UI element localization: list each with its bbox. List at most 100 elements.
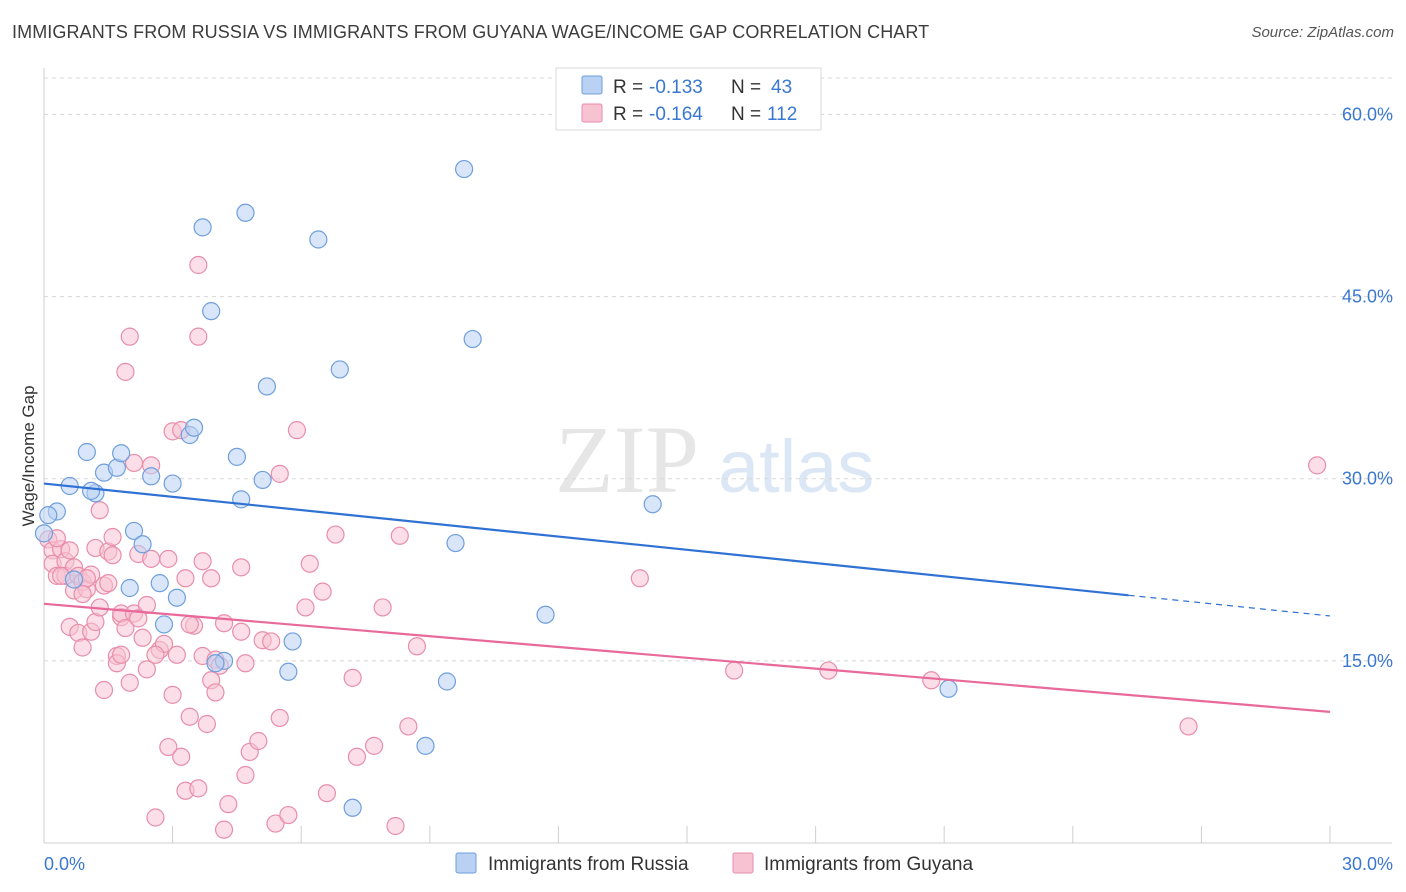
guyana-point-81 (313, 582, 332, 601)
russia-point-10 (124, 521, 144, 541)
guyana-point-82 (317, 784, 337, 803)
guyana-point-53 (189, 255, 208, 275)
russia-point-16 (167, 588, 186, 607)
guyana-point-88 (386, 816, 405, 836)
guyana-point-105 (129, 609, 148, 628)
russia-point-42 (206, 654, 225, 673)
russia-point-11 (133, 535, 152, 554)
guyana-point-74 (266, 814, 285, 833)
guyana-point-91 (407, 637, 427, 656)
guyana-point-71 (249, 731, 268, 751)
guyana-point-79 (296, 598, 315, 617)
russia-point-26 (257, 377, 277, 396)
russia-point-3 (64, 570, 84, 589)
guyana-point-24 (103, 527, 122, 547)
russia-point-30 (330, 360, 349, 379)
guyana-point-61 (206, 683, 225, 702)
guyana-point-90 (399, 717, 418, 736)
russia-point-29 (309, 230, 328, 249)
guyana-point-108 (146, 645, 165, 664)
legend-guyana-n-value: 112 (767, 104, 797, 125)
guyana-point-104 (99, 574, 118, 593)
guyana-point-95 (202, 569, 221, 588)
guyana-point-75 (270, 708, 289, 728)
russia-point-41 (82, 481, 101, 500)
guyana-point-43 (159, 737, 178, 757)
russia-point-24 (236, 203, 255, 222)
russia-point-12 (142, 467, 161, 486)
russia-trend-extension (1128, 594, 1331, 617)
watermark-zip: ZIP (555, 406, 699, 513)
bottom-legend-russia-label: Immigrants from Russia (488, 854, 689, 875)
guyana-point-80 (300, 554, 319, 573)
russia-point-25 (253, 470, 272, 490)
guyana-point-93 (120, 327, 139, 346)
legend-russia-r-value: -0.133 (649, 77, 703, 98)
guyana-point-13 (73, 638, 92, 657)
bottom-legend-russia-swatch (455, 852, 477, 874)
guyana-point-58 (197, 714, 216, 734)
series-legend: Immigrants from Russia Immigrants from G… (455, 852, 973, 875)
chart-title: IMMIGRANTS FROM RUSSIA VS IMMIGRANTS FRO… (12, 22, 930, 42)
x-tick-label-max: 30.0% (1342, 854, 1393, 874)
russia-trend-line (43, 482, 1129, 597)
russia-point-19 (193, 218, 212, 237)
guyana-point-97 (725, 661, 744, 680)
russia-point-38 (643, 495, 662, 514)
axis-labels: 15.0% 30.0% 45.0% 60.0% 0.0% 30.0% Wage/Income… (19, 104, 1393, 874)
guyana-point-94 (159, 549, 178, 568)
guyana-point-92 (116, 362, 135, 381)
guyana-point-89 (390, 526, 409, 545)
guyana-point-35 (133, 628, 152, 647)
guyana-point-68 (236, 654, 255, 673)
x-tick-label-min: 0.0% (44, 854, 85, 874)
russia-point-35 (454, 159, 474, 179)
guyana-point-40 (146, 808, 165, 827)
guyana-point-87 (373, 598, 392, 617)
legend-russia-n-value: 43 (771, 77, 792, 98)
russia-points (34, 159, 958, 817)
guyana-point-19 (90, 501, 109, 520)
russia-point-31 (343, 798, 362, 817)
guyana-point-111 (73, 584, 92, 604)
axes (43, 68, 1392, 844)
russia-point-15 (163, 474, 182, 493)
guyana-point-109 (180, 615, 199, 634)
guyana-point-86 (364, 736, 384, 755)
watermark-atlas: atlas (718, 425, 874, 508)
guyana-point-76 (270, 464, 289, 483)
russia-point-39 (939, 679, 958, 698)
legend-russia-swatch (581, 75, 603, 95)
y-tick-label-3: 60.0% (1342, 104, 1393, 124)
guyana-point-78 (287, 421, 307, 440)
russia-point-20 (202, 302, 221, 321)
bottom-legend-guyana-swatch (732, 852, 754, 874)
guyana-point-55 (189, 779, 208, 798)
russia-point-8 (112, 444, 131, 463)
guyana-point-100 (1179, 717, 1198, 736)
russia-point-33 (437, 672, 457, 691)
guyana-points (39, 255, 1327, 839)
guyana-point-36 (137, 660, 156, 679)
guyana-point-51 (180, 707, 199, 726)
guyana-point-110 (112, 645, 131, 664)
guyana-point-64 (214, 820, 234, 839)
stats-legend: R = -0.133 N = 43 R = -0.164 N = 112 (555, 67, 822, 131)
guyana-point-84 (343, 668, 362, 687)
russia-point-0 (34, 524, 54, 543)
russia-point-32 (416, 736, 435, 755)
guyana-point-30 (116, 618, 135, 638)
guyana-point-65 (219, 795, 238, 814)
russia-point-13 (150, 574, 169, 593)
bottom-legend-guyana-label: Immigrants from Guyana (764, 854, 973, 875)
guyana-point-69 (236, 765, 255, 785)
guyana-point-63 (214, 614, 234, 633)
source-label: Source: ZipAtlas.com (1251, 24, 1394, 41)
guyana-point-25 (103, 546, 122, 565)
russia-point-14 (154, 615, 174, 634)
russia-point-4 (77, 442, 96, 462)
legend-russia-r-label: R = (613, 77, 643, 98)
guyana-point-66 (232, 622, 251, 641)
russia-point-37 (536, 605, 555, 624)
